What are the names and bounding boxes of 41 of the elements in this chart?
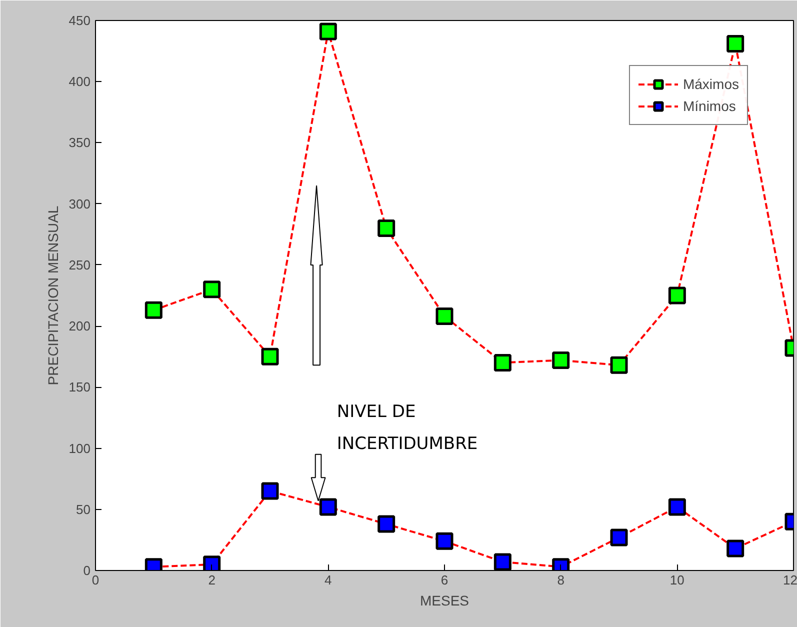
legend-label: Máximos — [682, 76, 739, 92]
y-tick-label: 250 — [68, 257, 91, 272]
point — [610, 356, 628, 374]
annotation: NIVEL DE INCERTIDUMBRE — [336, 402, 478, 454]
y-tick-label: 0 — [83, 563, 91, 578]
x-tick-label: 10 — [670, 572, 684, 588]
x-tick-label: 12 — [783, 572, 797, 588]
point — [668, 286, 686, 304]
y-tick-label: 50 — [76, 502, 91, 517]
x-axis-title: MESES — [420, 592, 470, 608]
y-tick-label: 200 — [68, 318, 91, 334]
point — [436, 532, 454, 550]
point — [668, 498, 686, 516]
y-tick-label: 400 — [68, 74, 91, 90]
x-tick-label: 8 — [557, 572, 564, 588]
y-tick-label: 350 — [68, 135, 91, 150]
point — [261, 482, 279, 500]
point — [494, 553, 512, 570]
point — [378, 220, 396, 238]
y-tick-label: 100 — [68, 440, 91, 456]
x-tick-label: 4 — [324, 572, 332, 588]
point — [726, 540, 744, 558]
point — [319, 22, 337, 40]
y-tick-label: 450 — [68, 13, 91, 28]
x-tick-label: 6 — [440, 572, 448, 588]
point — [144, 301, 162, 319]
point — [436, 308, 454, 326]
point — [494, 354, 512, 372]
point — [726, 34, 744, 52]
y-tick-label: 150 — [68, 380, 91, 395]
point — [261, 348, 279, 366]
point — [203, 556, 221, 570]
y-axis-title: PRECIPITACION MENSUAL — [44, 206, 61, 386]
y-tick-label: 300 — [68, 196, 91, 212]
point — [552, 352, 570, 370]
point — [203, 280, 221, 298]
point — [319, 498, 337, 516]
legend-label: Mínimos — [682, 98, 736, 114]
point — [610, 528, 628, 546]
point — [378, 515, 396, 533]
x-tick-label: 2 — [208, 572, 216, 588]
